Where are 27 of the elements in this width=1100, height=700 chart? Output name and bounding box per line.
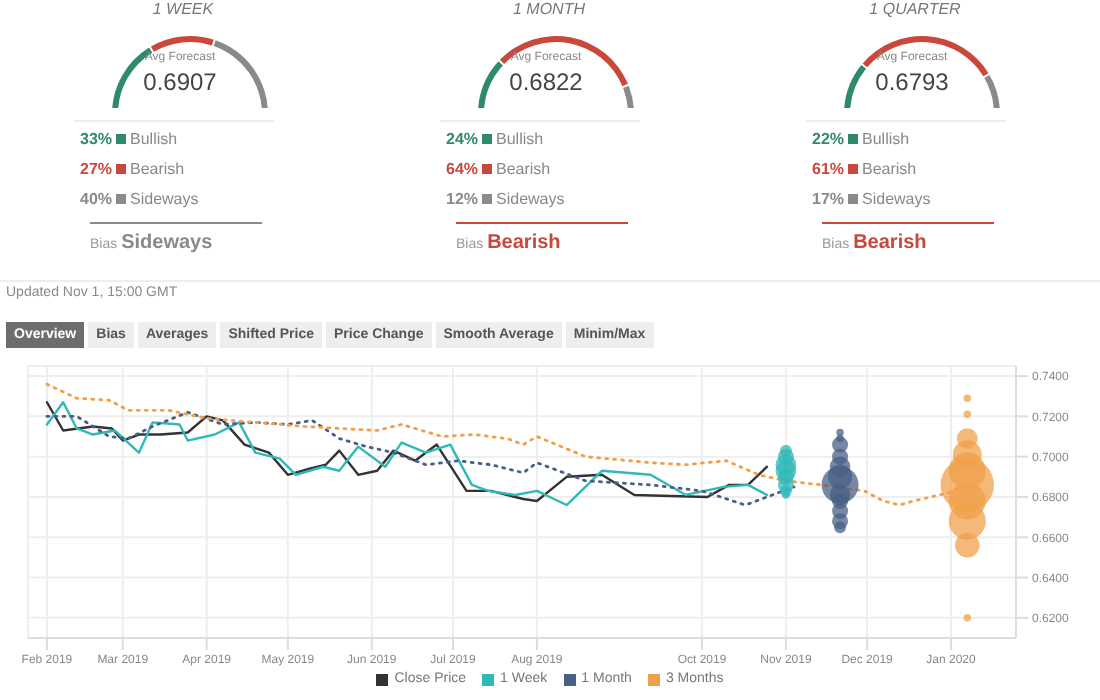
data-label: 33% bbox=[80, 130, 115, 148]
text: Bearish bbox=[487, 232, 561, 254]
chart-title: 1 WEEK bbox=[150, 0, 216, 18]
legend-label: Sideways bbox=[862, 190, 931, 208]
legend-label: Bearish bbox=[496, 160, 551, 178]
text: Sideways bbox=[121, 232, 213, 254]
data-label: 12% bbox=[446, 190, 481, 208]
legend-label: Bullish bbox=[496, 130, 544, 148]
legend-label: Bearish bbox=[862, 160, 917, 178]
chart-title: 1 QUARTER bbox=[867, 0, 963, 18]
text: 0.6907 bbox=[141, 68, 219, 96]
data-label: 22% bbox=[812, 130, 847, 148]
legend-label: Bearish bbox=[130, 160, 185, 178]
data-label: 40% bbox=[80, 190, 115, 208]
data-label: 24% bbox=[446, 130, 481, 148]
legend-label: Bullish bbox=[130, 130, 178, 148]
data-label: 61% bbox=[812, 160, 847, 178]
text: 0.6822 bbox=[507, 68, 585, 96]
text: Bearish bbox=[853, 232, 927, 254]
data-label: 64% bbox=[446, 160, 481, 178]
chart-title: 1 MONTH bbox=[511, 0, 587, 18]
legend-label: Bullish bbox=[862, 130, 910, 148]
legend-label: Sideways bbox=[496, 190, 565, 208]
data-label: 17% bbox=[812, 190, 847, 208]
text: 0.6793 bbox=[873, 68, 951, 96]
legend-label: Sideways bbox=[130, 190, 199, 208]
data-label: 27% bbox=[80, 160, 115, 178]
